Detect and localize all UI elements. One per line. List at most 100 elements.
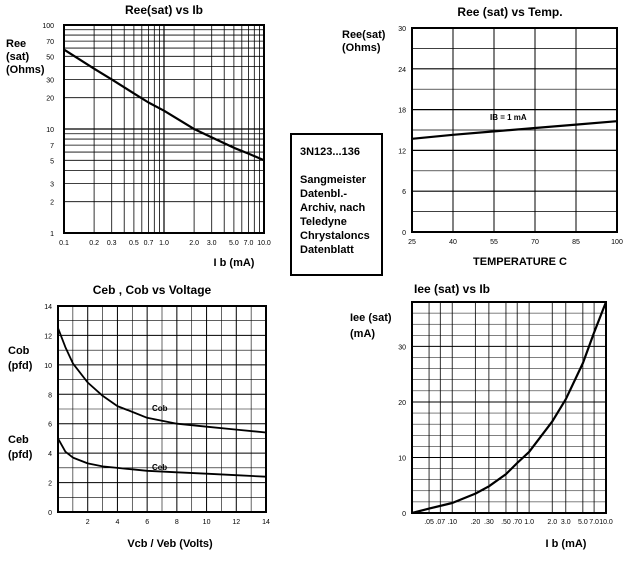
x-tick-label: .07 <box>435 519 445 526</box>
info-line: Sangmeister <box>300 174 367 186</box>
y-tick-label: 30 <box>398 344 406 351</box>
y-tick-label: 30 <box>398 26 406 33</box>
y-axis-label: (Ohms) <box>342 42 381 54</box>
y-tick-label: 6 <box>402 189 406 196</box>
x-tick-label: 7.0 <box>589 519 599 526</box>
x-tick-label: 0.5 <box>129 240 139 247</box>
y-tick-label: 20 <box>46 96 54 103</box>
y-tick-label: 20 <box>398 400 406 407</box>
x-tick-label: 55 <box>490 239 498 246</box>
x-axis-label: I b (mA) <box>546 538 587 550</box>
y-tick-label: 10 <box>44 363 52 370</box>
info-box: 3N123...136 Sangmeister Datenbl.- Archiv… <box>290 133 383 276</box>
x-tick-label: 5.0 <box>229 240 239 247</box>
x-tick-label: 0.1 <box>59 240 69 247</box>
iee-vs-ib-curve <box>411 301 608 515</box>
x-tick-label: 4 <box>115 519 119 526</box>
x-tick-label: 3.0 <box>207 240 217 247</box>
ree-vs-ib-curve <box>63 48 265 162</box>
y-tick-label: 12 <box>398 148 406 155</box>
y-tick-label: 10 <box>398 455 406 462</box>
y-tick-label: 100 <box>42 23 54 30</box>
y-tick-label: 50 <box>46 54 54 61</box>
y-axis-label: Ceb <box>8 434 29 446</box>
y-tick-label: 10 <box>46 127 54 134</box>
y-tick-label: 12 <box>44 333 52 340</box>
info-line: Teledyne <box>300 216 347 228</box>
y-tick-label: 14 <box>44 304 52 311</box>
y-tick-label: 5 <box>50 158 54 165</box>
y-tick-label: 70 <box>46 39 54 46</box>
x-tick-label: 0.3 <box>107 240 117 247</box>
x-tick-label: 10 <box>203 519 211 526</box>
y-axis-label: (sat) <box>6 51 30 63</box>
y-axis-label: (pfd) <box>8 449 33 461</box>
x-tick-label: .30 <box>484 519 494 526</box>
y-axis-label: Iee (sat) <box>350 312 392 324</box>
x-tick-label: 40 <box>449 239 457 246</box>
x-tick-label: 0.2 <box>89 240 99 247</box>
chart-title: Ceb , Cob vs Voltage <box>93 283 212 297</box>
y-tick-label: 1 <box>50 231 54 238</box>
x-tick-label: 2.0 <box>189 240 199 247</box>
x-tick-label: .05 <box>424 519 434 526</box>
y-tick-label: 4 <box>48 451 52 458</box>
info-line: Datenblatt <box>300 244 354 256</box>
part-number: 3N123...136 <box>300 146 360 158</box>
plot-frame <box>63 24 265 234</box>
x-tick-label: 2.0 <box>547 519 557 526</box>
x-tick-label: 70 <box>531 239 539 246</box>
cob-curve-label: Cob <box>152 404 168 413</box>
x-tick-label: 1.0 <box>159 240 169 247</box>
x-tick-label: .10 <box>447 519 457 526</box>
chart-title: Ree(sat) vs Ib <box>125 3 203 17</box>
y-tick-label: 6 <box>48 422 52 429</box>
x-tick-label: 1.0 <box>524 519 534 526</box>
y-tick-label: 0 <box>48 510 52 517</box>
x-tick-label: 12 <box>232 519 240 526</box>
y-tick-label: 3 <box>50 181 54 188</box>
y-tick-label: 0 <box>402 230 406 237</box>
x-tick-label: .70 <box>512 519 522 526</box>
x-tick-label: 25 <box>408 239 416 246</box>
chart-title: Ree (sat) vs Temp. <box>457 5 562 19</box>
ree-vs-temp-curve <box>411 120 618 140</box>
y-axis-label: (Ohms) <box>6 64 45 76</box>
y-axis-label: Ree <box>6 38 26 50</box>
chart-title: Iee (sat) vs Ib <box>414 282 490 296</box>
y-tick-label: 8 <box>48 392 52 399</box>
info-line: Chrystaloncs <box>300 230 370 242</box>
x-tick-label: 5.0 <box>578 519 588 526</box>
x-tick-label: 14 <box>262 519 270 526</box>
x-tick-label: 2 <box>86 519 90 526</box>
y-tick-label: 24 <box>398 67 406 74</box>
x-tick-label: 7.0 <box>244 240 254 247</box>
y-tick-label: 0 <box>402 511 406 518</box>
x-tick-label: .20 <box>470 519 480 526</box>
y-tick-label: 7 <box>50 143 54 150</box>
ceb-curve <box>57 437 267 478</box>
plot-frame <box>411 301 607 514</box>
ceb-curve-label: Ceb <box>152 463 167 472</box>
plot-frame <box>411 27 618 233</box>
cob-curve <box>57 327 267 434</box>
y-axis-label: Ree(sat) <box>342 29 386 41</box>
x-tick-label: 85 <box>572 239 580 246</box>
x-axis-label: TEMPERATURE C <box>473 256 567 268</box>
y-axis-label: Cob <box>8 345 30 357</box>
curve-label: IB = 1 mA <box>490 113 527 122</box>
x-tick-label: .50 <box>501 519 511 526</box>
x-tick-label: 3.0 <box>561 519 571 526</box>
info-line: Archiv, nach <box>300 202 366 214</box>
x-tick-label: 10.0 <box>257 240 271 247</box>
x-tick-label: 8 <box>175 519 179 526</box>
y-tick-label: 2 <box>48 481 52 488</box>
y-tick-label: 18 <box>398 108 406 115</box>
y-tick-label: 2 <box>50 200 54 207</box>
y-axis-label: (mA) <box>350 328 375 340</box>
y-tick-label: 30 <box>46 77 54 84</box>
x-axis-label: I b (mA) <box>214 257 255 269</box>
x-tick-label: 6 <box>145 519 149 526</box>
